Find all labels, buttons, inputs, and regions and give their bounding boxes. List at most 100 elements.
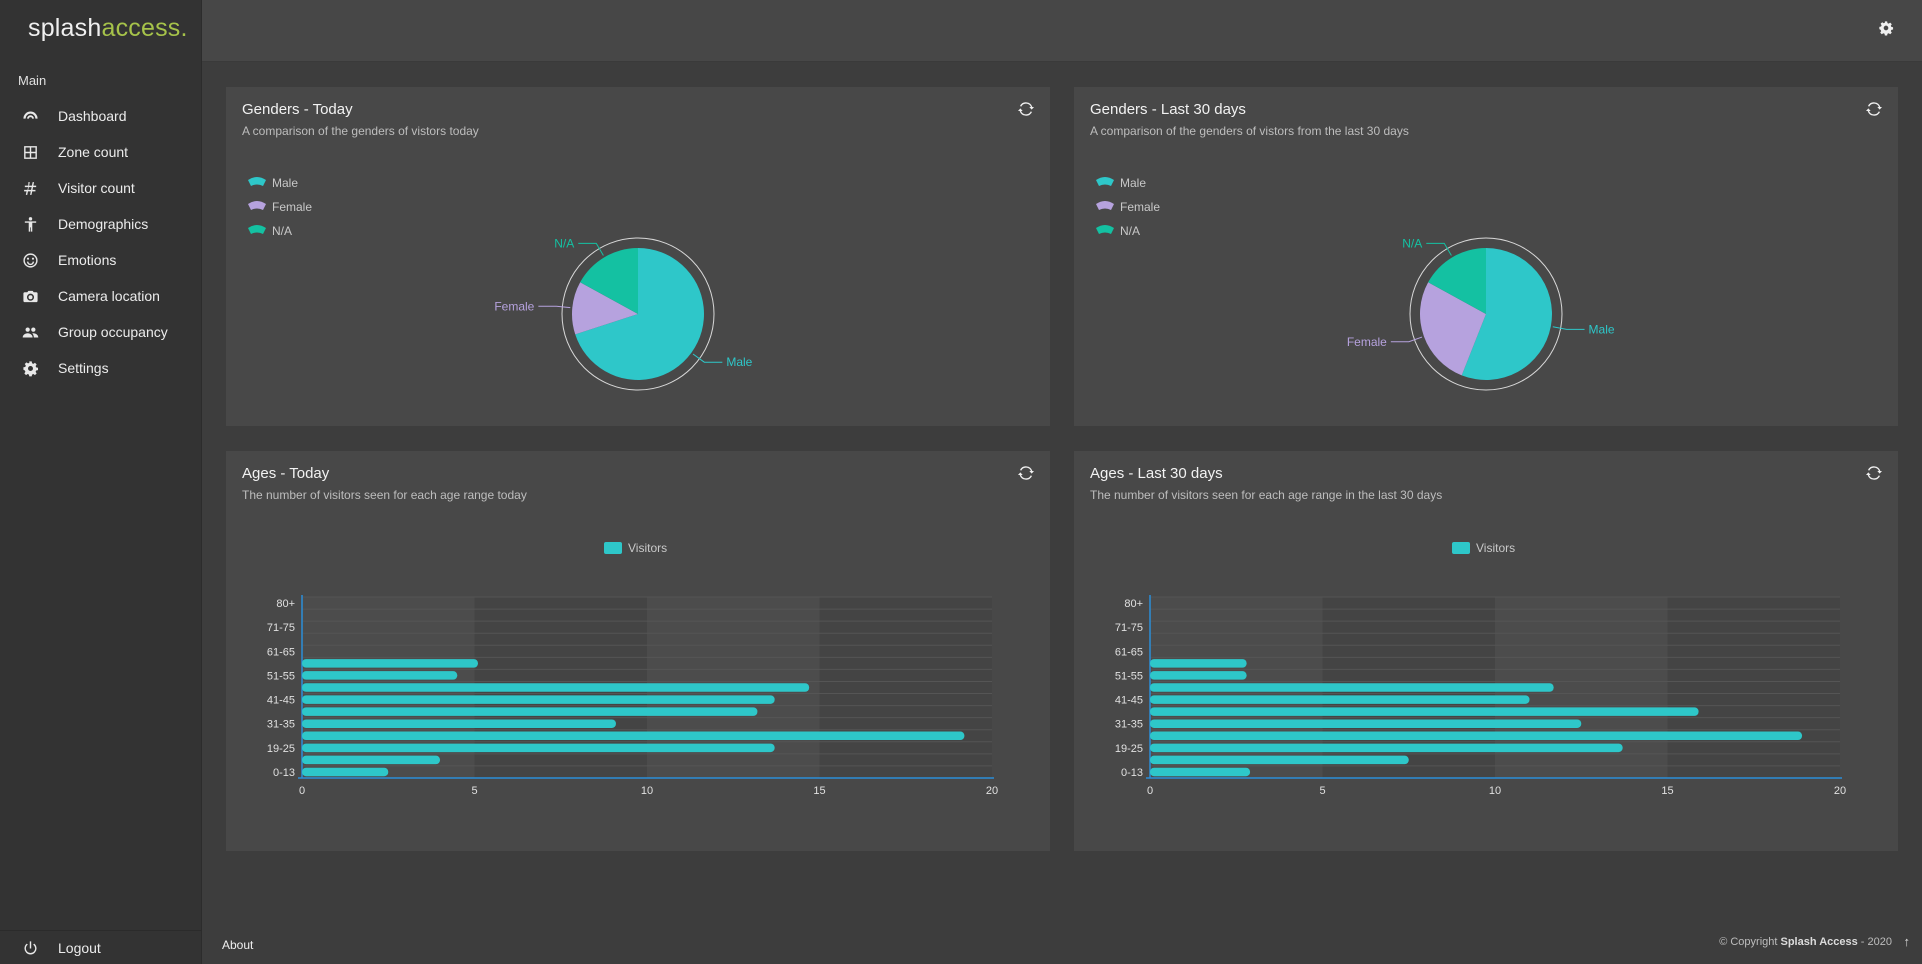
sidebar-item-label: Dashboard [58,108,127,124]
about-link[interactable]: About [222,938,254,952]
x-tick-label: 20 [1834,785,1846,797]
y-tick-label: 41-45 [267,695,295,707]
legend-item-male: Male [1096,176,1146,190]
refresh-icon [1866,466,1882,480]
refresh-icon [1866,102,1882,116]
genders-30-card: Male Female N/A Male Female N/A Genders - Las… [1074,87,1898,426]
pie-outer-ring [1409,237,1563,391]
legend-label: Female [1120,200,1160,214]
power-icon [20,938,40,958]
ages-today-card: Visitors 0-13 19-25 31-35 41-45 51-55 61-65 71-… [226,451,1050,851]
y-tick-label: 31-35 [1115,719,1143,731]
bar-56-60 [302,659,478,668]
refresh-button[interactable] [1018,465,1034,481]
refresh-icon [1018,466,1034,480]
card-subtitle: The number of visitors seen for each age… [1090,488,1443,502]
card-title: Genders - Last 30 days [1090,101,1246,118]
x-tick-label: 15 [813,785,825,797]
refresh-icon [1018,102,1034,116]
bar-14-18 [302,755,440,765]
logo-part1: splash [28,14,102,42]
gear-icon [20,358,40,378]
bar-41-45 [1150,695,1530,704]
sidebar-item-label: Visitor count [58,180,135,196]
header-settings-button[interactable] [1878,20,1894,36]
bar-36-40 [1150,707,1699,716]
logout-section: Logout [0,930,202,964]
legend-item-na: N/A [248,224,292,238]
grid-band [819,597,992,778]
pie-label: N/A [1402,236,1422,250]
legend-label: Visitors [628,541,667,555]
y-tick-label: 51-55 [267,670,295,682]
sidebar-item-visitor-count[interactable]: Visitor count [0,170,202,206]
gear-icon [1879,21,1894,36]
legend-item-male: Male [248,176,298,190]
y-tick-label: 51-55 [1115,670,1143,682]
card-subtitle: A comparison of the genders of vistors f… [1090,124,1409,138]
bar-26-30 [302,731,965,741]
bar-0-13 [1150,767,1251,777]
bar-31-35 [302,719,616,728]
legend-label: N/A [272,224,292,238]
genders-30-chart: Male Female N/A Male Female N/A [1096,176,1615,391]
y-tick-label: 19-25 [267,743,295,755]
legend-label: Male [1120,176,1146,190]
pie-label-line [1390,336,1423,343]
y-tick-label: 61-65 [1115,646,1143,658]
grid-band [1667,597,1840,778]
sidebar: splashaccess. Main Dashboard Zone count … [0,0,202,964]
bar-19-25 [302,743,775,753]
sidebar-item-settings[interactable]: Settings [0,350,202,386]
legend-item-female: Female [1096,200,1160,214]
refresh-button[interactable] [1866,101,1882,117]
sidebar-item-label: Zone count [58,144,129,160]
sidebar-item-demographics[interactable]: Demographics [0,206,202,242]
sidebar-item-zone-count[interactable]: Zone count [0,134,202,170]
refresh-button[interactable] [1018,101,1034,117]
refresh-button[interactable] [1866,465,1882,481]
x-tick-label: 20 [986,785,998,797]
x-tick-label: 5 [471,785,477,797]
x-tick-label: 10 [641,785,653,797]
y-tick-label: 19-25 [1115,743,1143,755]
x-tick-label: 0 [299,785,305,797]
copyright-brand: Splash Access [1780,936,1858,948]
card-title: Ages - Today [242,465,330,482]
pie-label: Female [494,299,534,313]
sidebar-item-camera-location[interactable]: Camera location [0,278,202,314]
sidebar-nav: Dashboard Zone count Visitor count Demog… [0,98,202,386]
bar-0-13 [302,767,389,777]
legend-swatch [248,177,266,186]
pie-slice-female [1420,282,1486,376]
bar-36-40 [302,707,758,716]
bar-51-55 [1150,671,1247,680]
ages-30-card: Visitors 0-13 19-25 31-35 41-45 51-55 61-65 71-… [1074,451,1898,851]
bar-46-50 [1150,683,1554,692]
logout-label: Logout [58,940,101,956]
sidebar-item-emotions[interactable]: Emotions [0,242,202,278]
sidebar-section-label: Main [18,73,47,88]
pie-slice-female [572,282,638,335]
ages-today-chart: Visitors 0-13 19-25 31-35 41-45 51-55 61-65 71-… [267,541,998,797]
pie-slice-male [1461,248,1552,380]
sidebar-item-group-occupancy[interactable]: Group occupancy [0,314,202,350]
copyright: © Copyright Splash Access - 2020 [1719,936,1892,948]
card-title: Ages - Last 30 days [1090,465,1223,482]
y-tick-label: 61-65 [267,646,295,658]
logout-button[interactable]: Logout [0,931,202,964]
scroll-top-button[interactable]: ↑ [1903,934,1911,949]
sidebar-item-label: Emotions [58,252,117,268]
copyright-suffix: - 2020 [1857,936,1892,948]
card-subtitle: A comparison of the genders of vistors t… [242,124,479,138]
x-tick-label: 15 [1661,785,1673,797]
legend-swatch [1452,542,1470,554]
copyright-prefix: © Copyright [1719,936,1781,948]
logo[interactable]: splashaccess. [28,14,188,43]
y-tick-label: 80+ [1124,598,1143,610]
hash-icon [20,178,40,198]
zone-icon [20,142,40,162]
sidebar-item-dashboard[interactable]: Dashboard [0,98,202,134]
x-tick-label: 0 [1147,785,1153,797]
ages-30-chart: Visitors 0-13 19-25 31-35 41-45 51-55 61-65 71-… [1115,541,1846,797]
